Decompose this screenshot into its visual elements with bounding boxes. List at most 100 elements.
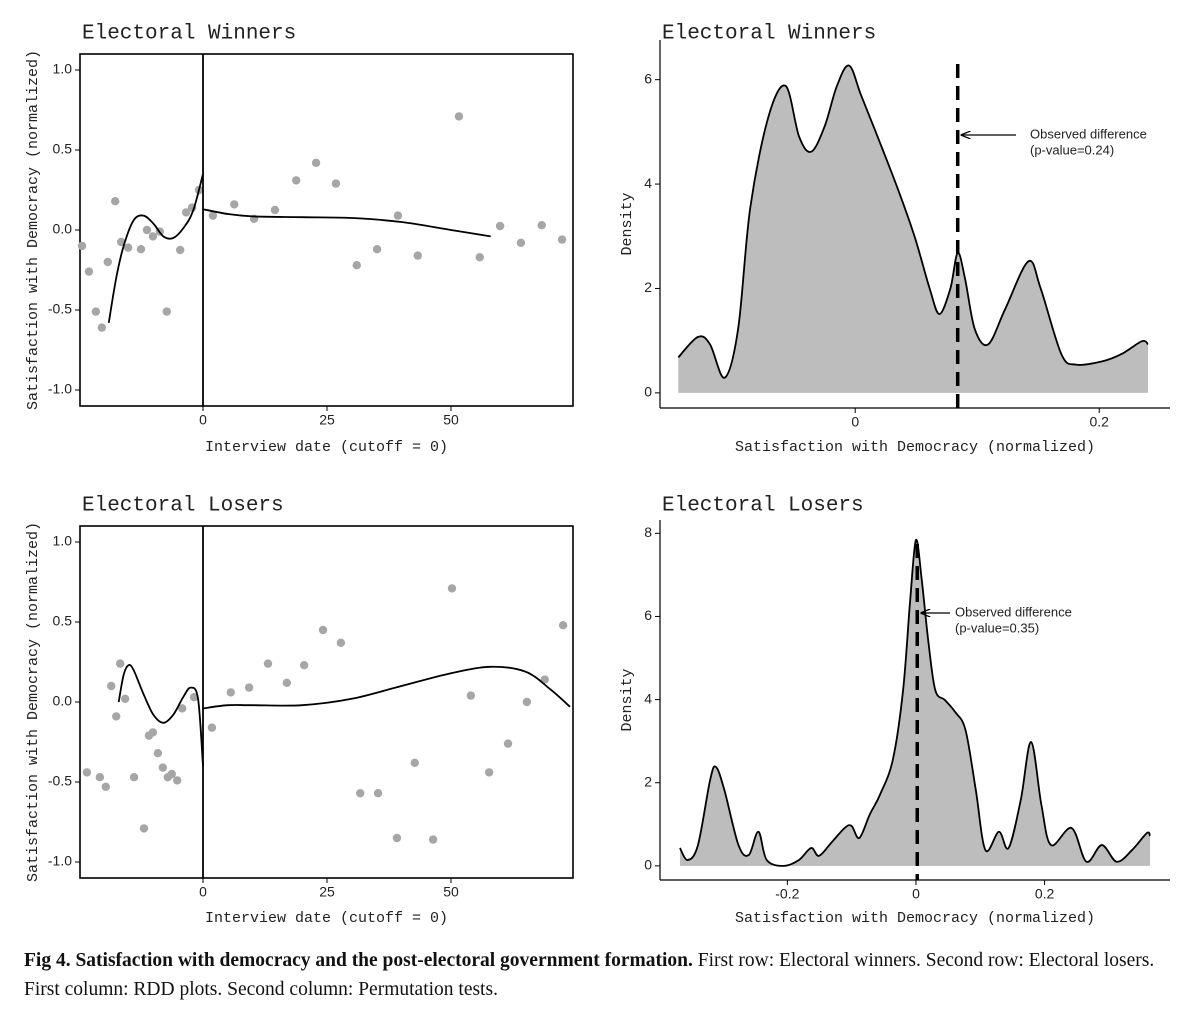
y-tick-label: 6 xyxy=(644,607,652,623)
x-tick-label: 25 xyxy=(319,884,335,900)
data-point xyxy=(292,176,301,185)
data-point xyxy=(558,621,568,630)
x-tick-label: 0 xyxy=(912,886,920,902)
data-point xyxy=(95,773,105,782)
data-point xyxy=(189,693,199,702)
panel: Electoral Winners Interview date (cutoff … xyxy=(25,23,574,456)
data-point xyxy=(129,773,139,782)
y-tick-label: 0.5 xyxy=(53,141,73,157)
data-point xyxy=(263,659,273,668)
caption-text: First row: Electoral winners. Second row… xyxy=(24,950,1155,1000)
data-point xyxy=(77,241,87,251)
data-point xyxy=(537,221,546,230)
panel: Electoral Losers Interview date (cutoff =… xyxy=(25,495,574,927)
data-point xyxy=(111,197,120,206)
x-axis-label: Interview date (cutoff = 0) xyxy=(205,439,448,456)
data-point xyxy=(208,211,218,220)
figure: Electoral Winners Interview date (cutoff … xyxy=(25,23,1170,927)
data-point xyxy=(97,323,107,332)
y-tick-label: 2 xyxy=(644,279,652,295)
data-point xyxy=(120,694,130,703)
x-tick-label: 0.2 xyxy=(1035,886,1055,902)
data-point xyxy=(82,768,92,777)
y-tick-label: 8 xyxy=(644,524,652,540)
chart-title: Electoral Winners xyxy=(82,23,296,46)
y-tick-label: 0.5 xyxy=(53,613,73,629)
annotation: (p-value=0.35) xyxy=(955,620,1039,635)
data-point xyxy=(356,789,365,798)
data-point xyxy=(557,235,567,244)
chart-title: Electoral Winners xyxy=(662,23,876,46)
data-point xyxy=(173,776,182,785)
data-point xyxy=(413,251,422,260)
data-point xyxy=(123,243,133,252)
y-tick-label: -0.5 xyxy=(48,773,72,789)
x-axis-label: Interview date (cutoff = 0) xyxy=(205,910,448,927)
annotation: (p-value=0.24) xyxy=(1030,142,1114,157)
y-tick-label: 0.0 xyxy=(53,221,73,237)
data-point xyxy=(466,691,476,700)
data-point xyxy=(522,697,532,707)
x-tick-label: -0.2 xyxy=(775,886,799,902)
y-tick-label: 1.0 xyxy=(53,533,73,549)
data-point xyxy=(158,763,168,772)
chart-title: Electoral Losers xyxy=(662,495,864,518)
data-point xyxy=(107,681,116,691)
y-tick-label: -0.5 xyxy=(48,301,72,317)
panel: Electoral Losers Satisfaction with Democr… xyxy=(619,495,1170,927)
x-axis-label: Satisfaction with Democracy (normalized) xyxy=(735,439,1095,456)
data-point xyxy=(226,688,235,697)
data-point xyxy=(177,704,187,713)
data-point xyxy=(162,307,171,316)
data-point xyxy=(101,782,110,791)
y-tick-label: -1.0 xyxy=(48,853,72,869)
data-point xyxy=(475,253,484,262)
y-tick-label: 2 xyxy=(644,773,652,789)
data-point xyxy=(115,659,125,668)
caption: Fig 4. Satisfaction with democracy and t… xyxy=(24,946,1184,1004)
data-point xyxy=(484,768,494,777)
x-tick-label: 0 xyxy=(199,884,207,900)
fit-line xyxy=(117,664,204,767)
data-point xyxy=(336,638,346,647)
y-tick-label: 0.0 xyxy=(53,693,73,709)
annotation: Observed difference xyxy=(955,604,1072,619)
data-point xyxy=(447,584,457,593)
y-tick-label: 4 xyxy=(644,175,652,191)
chart-title: Electoral Losers xyxy=(82,495,284,518)
y-axis-label: Density xyxy=(619,668,636,731)
fit-line xyxy=(202,208,491,238)
panel: Electoral Winners Satisfaction with Democ… xyxy=(619,23,1170,456)
data-point xyxy=(207,723,217,732)
x-axis-label: Satisfaction with Democracy (normalized) xyxy=(735,910,1095,927)
fit-line xyxy=(202,665,571,710)
data-point xyxy=(410,758,419,767)
data-point xyxy=(244,683,254,692)
data-point xyxy=(428,835,438,844)
plot-frame xyxy=(79,53,574,407)
data-point xyxy=(103,257,112,267)
data-point xyxy=(516,238,526,247)
x-tick-label: 0 xyxy=(199,412,207,428)
data-point xyxy=(139,824,149,833)
density-line xyxy=(679,539,1151,867)
data-point xyxy=(373,789,383,798)
data-point xyxy=(175,245,185,255)
y-axis-label: Density xyxy=(619,192,636,255)
y-tick-label: -1.0 xyxy=(48,381,72,397)
density-area xyxy=(678,65,1149,393)
y-axis-label: Satisfaction with Democracy (normalized) xyxy=(25,522,42,882)
y-tick-label: 4 xyxy=(644,690,652,706)
y-tick-label: 1.0 xyxy=(53,61,73,77)
data-point xyxy=(270,205,280,215)
data-point xyxy=(84,267,94,276)
plot-frame xyxy=(79,525,574,879)
x-tick-label: 0 xyxy=(851,414,859,430)
data-point xyxy=(311,158,321,167)
data-point xyxy=(148,728,158,737)
x-tick-label: 50 xyxy=(443,412,459,428)
y-tick-label: 0 xyxy=(644,857,652,873)
density-area xyxy=(679,539,1151,866)
data-point xyxy=(331,179,341,188)
